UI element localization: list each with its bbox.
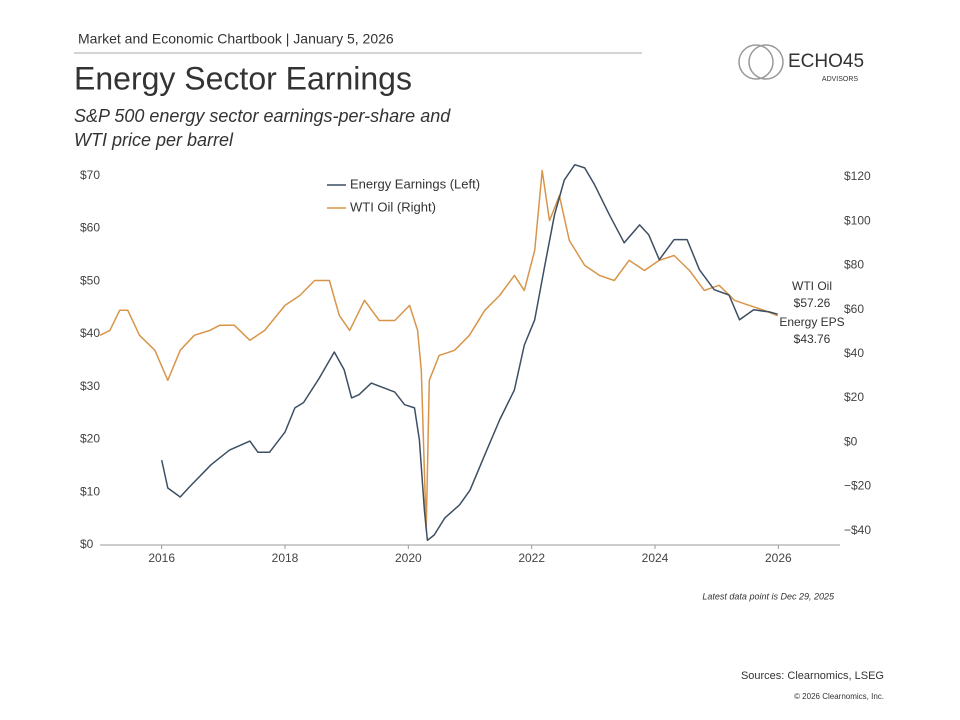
y-tick-label: $20 bbox=[80, 432, 100, 446]
x-tick-label: 2026 bbox=[765, 551, 792, 565]
y-tick-label: $60 bbox=[80, 221, 100, 235]
y2-tick-label: $0 bbox=[844, 434, 858, 448]
logo-text: ECHO45 bbox=[788, 51, 864, 72]
y2-tick-label: $40 bbox=[844, 346, 864, 360]
series-line bbox=[160, 163, 778, 542]
series-line bbox=[99, 169, 778, 531]
y-tick-label: $40 bbox=[80, 326, 100, 340]
y2-tick-label: −$40 bbox=[844, 523, 871, 537]
sources: Sources: Clearnomics, LSEG bbox=[741, 670, 884, 682]
y2-tick-label: $120 bbox=[844, 169, 871, 183]
y-tick-label: $0 bbox=[80, 537, 94, 551]
y-tick-label: $30 bbox=[80, 379, 100, 393]
title: Energy Sector Earnings bbox=[74, 60, 412, 96]
x-tick-label: 2020 bbox=[395, 551, 422, 565]
legend-label: WTI Oil (Right) bbox=[350, 199, 436, 214]
subtitle: S&P 500 energy sector earnings-per-share… bbox=[74, 106, 451, 126]
subtitle: WTI price per barrel bbox=[74, 130, 234, 150]
kicker: Market and Economic Chartbook | January … bbox=[78, 31, 394, 47]
x-tick-label: 2016 bbox=[148, 551, 175, 565]
end-name: WTI Oil bbox=[792, 279, 832, 293]
end-label: $57.26 bbox=[794, 296, 831, 310]
logo: ECHO45 ADVISORS bbox=[738, 44, 864, 83]
y-tick-label: $10 bbox=[80, 484, 100, 498]
y2-tick-label: $20 bbox=[844, 390, 864, 404]
x-tick-label: 2024 bbox=[642, 551, 669, 565]
y2-tick-label: $100 bbox=[844, 213, 871, 227]
x-tick-label: 2018 bbox=[272, 551, 299, 565]
note: Latest data point is Dec 29, 2025 bbox=[702, 591, 835, 601]
end-name: Energy EPS bbox=[779, 315, 844, 329]
x-tick-label: 2022 bbox=[518, 551, 545, 565]
legend-label: Energy Earnings (Left) bbox=[350, 176, 480, 191]
y-tick-label: $70 bbox=[80, 168, 100, 182]
y2-tick-label: $80 bbox=[844, 258, 864, 272]
y-tick-label: $50 bbox=[80, 273, 100, 287]
logo-sub: ADVISORS bbox=[822, 76, 859, 83]
copyright: © 2026 Clearnomics, Inc. bbox=[794, 692, 884, 701]
y2-tick-label: −$20 bbox=[844, 479, 871, 493]
y2-tick-label: $60 bbox=[844, 302, 864, 316]
end-label: $43.76 bbox=[794, 332, 831, 346]
